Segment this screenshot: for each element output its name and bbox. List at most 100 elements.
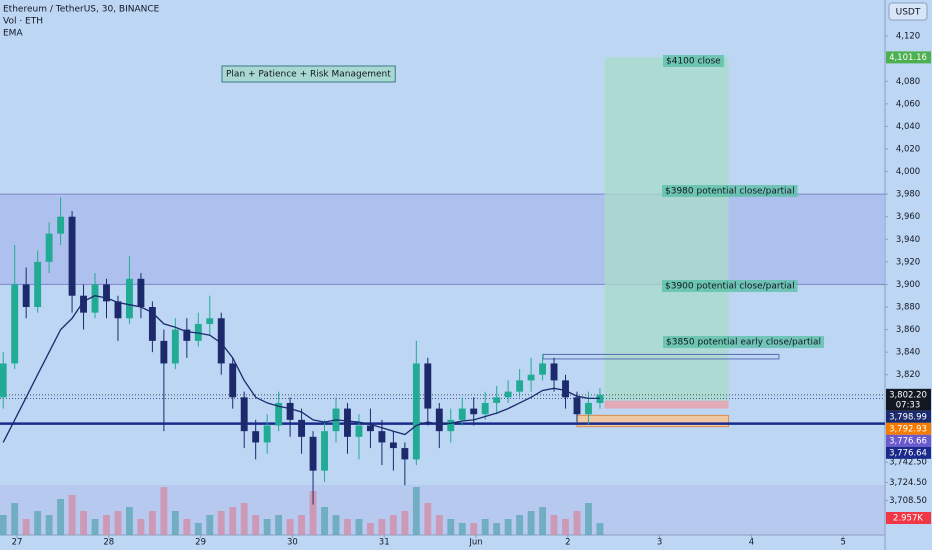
y-tick-label: 3,980 (896, 190, 920, 200)
annotation: $3850 potential early close/partial (666, 338, 821, 348)
candle-body (562, 380, 569, 398)
countdown: 07:33 (896, 400, 921, 410)
target-area (604, 57, 729, 401)
volume-bar (493, 523, 501, 535)
annotation-box (662, 280, 798, 292)
volume-bar (160, 487, 168, 535)
volume-bar (252, 515, 260, 535)
candle-body (103, 284, 110, 302)
candle-body (470, 408, 478, 415)
candle-body (68, 216, 76, 296)
volume-bar (286, 519, 294, 535)
candle-body (344, 408, 351, 437)
candle-body (171, 329, 179, 364)
y-tick-label: 4,000 (896, 167, 920, 177)
candle-body (275, 402, 283, 426)
volume-bar (539, 507, 547, 535)
annotation: $4100 close (666, 57, 721, 67)
volume-bar (103, 515, 110, 535)
volume-bar (435, 515, 443, 535)
annotation-box (662, 185, 798, 197)
candle-body (309, 436, 317, 471)
volume-bar (332, 515, 340, 535)
volume-bar (206, 515, 214, 535)
x-tick-label: 31 (379, 538, 390, 548)
y-tick-label: 4,020 (896, 144, 920, 154)
candle-body (527, 374, 535, 381)
volume-bar (366, 523, 374, 535)
volume-label-box (886, 512, 931, 524)
y-tick-label: 4,080 (896, 77, 920, 87)
candle-body (355, 425, 363, 437)
zone (0, 194, 885, 285)
candle-body (263, 425, 271, 443)
y-tick-label: 3,820 (896, 370, 920, 380)
candle-body (240, 397, 248, 432)
orange-box (576, 414, 729, 428)
price-label-box (886, 422, 931, 435)
volume-bar (11, 503, 19, 535)
volume-bar (137, 519, 145, 535)
y-tick-label: 3,724.50 (889, 478, 927, 488)
candle-body (80, 295, 87, 313)
candle-body (516, 380, 524, 392)
volume-bar (424, 503, 432, 535)
candle-body (435, 408, 443, 432)
volume-bar (516, 515, 524, 535)
annotation-box (663, 55, 725, 67)
axes: 4,120 4,080 4,060 4,040 4,020 4,000 3,980 3,960… (12, 32, 931, 548)
x-tick-label: 2 (565, 538, 570, 548)
unit-box[interactable] (888, 2, 928, 21)
price-label-box (886, 446, 931, 459)
x-tick-label: 5 (841, 538, 846, 548)
candle-body (447, 419, 455, 432)
x-tick-label: 27 (12, 538, 23, 548)
candle-body (504, 391, 512, 398)
volume-bar (194, 523, 202, 535)
axis-unit: USDT (896, 8, 921, 18)
volume-label: 2.957K (893, 514, 923, 524)
y-tick-label: 3,840 (896, 348, 920, 358)
volume-bar (217, 511, 225, 535)
volume-bar (470, 523, 478, 535)
y-tick-label: 3,920 (896, 257, 920, 267)
volume-bar (401, 511, 409, 535)
price-label-box (886, 434, 931, 447)
candle-body (366, 425, 374, 432)
volume-bar (458, 523, 466, 535)
volume-bar (91, 519, 99, 535)
y-tick-label: 4,060 (896, 99, 920, 109)
y-tick-label: 3,880 (896, 303, 920, 313)
candle-body (252, 431, 260, 443)
volume-bar (344, 519, 351, 535)
price-label: 3,776.66 (889, 436, 927, 446)
candle-body (229, 363, 237, 398)
candle-body (217, 318, 225, 364)
volume-bar (504, 519, 512, 535)
ema-line (2, 295, 600, 443)
y-tick-label: 4,040 (896, 122, 920, 132)
headline: Plan + Patience + Risk Management (226, 70, 391, 80)
headline-box (221, 65, 396, 83)
volume-bar (389, 515, 397, 535)
x-tick-label: 29 (195, 538, 206, 548)
volume-bar (309, 491, 317, 535)
candle-body (114, 301, 122, 319)
y-tick-label: 3,742.50 (889, 458, 927, 468)
candle-body (424, 363, 432, 409)
candle-body (137, 278, 145, 308)
candle-body (0, 363, 7, 398)
x-tick-label: 28 (103, 538, 114, 548)
volume-bar (527, 511, 535, 535)
y-tick-label: 3,900 (896, 280, 920, 290)
stop-area (604, 400, 729, 409)
price-label: 3,792.93 (889, 424, 927, 434)
candle-body (91, 284, 99, 313)
volume-bar (596, 523, 604, 535)
volume-legend: Vol · ETH (3, 17, 43, 27)
price-label: 3,802.20 (889, 390, 927, 400)
volume-bar (34, 511, 42, 535)
volume-bar (378, 519, 386, 535)
x-tick-label: Jun (468, 538, 482, 548)
